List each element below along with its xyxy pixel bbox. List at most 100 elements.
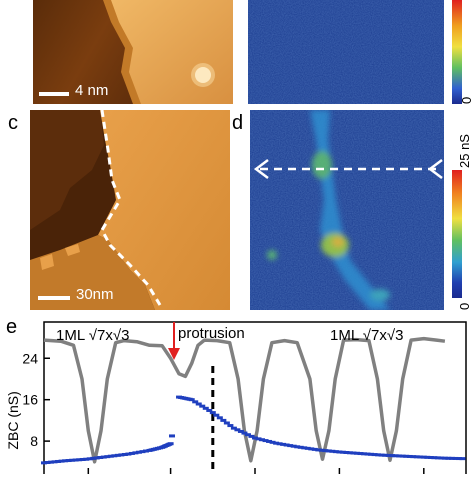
blue-marker <box>346 451 353 455</box>
blue-marker <box>371 453 378 457</box>
blue-marker <box>448 456 455 460</box>
blue-marker <box>427 456 434 460</box>
blue-marker <box>167 442 174 446</box>
blue-marker <box>216 416 223 420</box>
blue-marker <box>83 457 90 461</box>
blue-marker <box>114 453 121 457</box>
blue-marker <box>399 454 406 458</box>
blue-marker <box>41 461 47 465</box>
blue-marker <box>343 451 350 454</box>
blue-marker <box>353 451 360 455</box>
panel-d-image <box>250 110 444 310</box>
blue-marker <box>169 434 176 438</box>
blue-marker <box>434 456 441 460</box>
blue-marker <box>297 445 304 449</box>
blue-marker <box>132 451 139 455</box>
series-blue-markers <box>41 395 466 465</box>
y-tick-label: 8 <box>30 433 38 449</box>
blue-marker <box>382 453 389 457</box>
blue-marker <box>262 439 269 443</box>
colorbar-d <box>452 170 462 298</box>
panel-label-e: e <box>6 316 18 338</box>
blue-marker <box>125 452 132 456</box>
blue-marker <box>51 460 58 464</box>
blue-marker <box>329 449 336 453</box>
blue-marker <box>420 455 427 459</box>
blue-marker <box>410 455 417 459</box>
blue-marker <box>287 444 294 448</box>
panel-label-d: d <box>232 112 244 134</box>
blue-marker <box>255 437 262 441</box>
blue-marker <box>104 455 111 459</box>
blue-marker <box>97 456 104 460</box>
y-tick-label: 16 <box>22 392 38 408</box>
blue-marker <box>455 457 462 461</box>
blue-marker <box>445 456 452 460</box>
blue-marker <box>290 444 297 448</box>
series-gray-line <box>43 336 446 464</box>
annotation-protrusion: protrusion <box>178 325 245 342</box>
blue-marker <box>389 454 396 458</box>
panel-d-map <box>250 110 444 310</box>
annotation-left-phase: 1ML √7x√3 <box>56 327 129 344</box>
blue-marker <box>252 436 258 440</box>
blue-marker <box>336 450 343 454</box>
blue-marker <box>121 452 128 456</box>
blue-marker <box>413 455 420 459</box>
blue-marker <box>459 457 466 461</box>
blue-marker <box>76 458 83 462</box>
blue-marker <box>237 429 244 433</box>
plot-frame <box>43 321 467 479</box>
blue-marker <box>100 455 107 459</box>
panel-label-c: c <box>8 112 18 134</box>
blue-marker <box>396 454 403 458</box>
blue-marker <box>385 453 392 457</box>
blue-marker <box>128 451 135 455</box>
blue-marker <box>213 413 220 417</box>
blue-marker <box>72 458 79 462</box>
panel-e-chart: 8 16 24 ZBC (nS) 1ML √7x√3 protrusion 1ML √7x… <box>0 318 474 479</box>
blue-marker <box>259 438 266 442</box>
blue-marker <box>118 453 125 457</box>
blue-marker <box>325 449 332 453</box>
colorbar-d-min: 0 <box>457 302 472 310</box>
blue-marker <box>378 453 385 457</box>
blue-marker <box>403 454 410 458</box>
blue-marker <box>65 459 72 463</box>
blue-marker <box>280 442 287 446</box>
panel-a-topography: 4 nm <box>33 0 233 104</box>
blue-marker <box>244 433 251 437</box>
blue-marker <box>93 456 100 460</box>
blue-marker <box>368 452 375 456</box>
blue-marker <box>452 456 459 460</box>
y-tick-label: 24 <box>22 350 38 366</box>
blue-marker <box>230 426 237 430</box>
blue-marker <box>209 411 216 415</box>
panel-c-topography: 30nm <box>30 110 230 310</box>
scale-bar-c <box>38 296 70 300</box>
blue-marker <box>273 441 280 445</box>
blue-marker <box>90 456 97 460</box>
scale-bar-a <box>39 92 69 96</box>
arrow-head-right <box>427 159 443 179</box>
blue-marker <box>417 455 424 459</box>
blue-marker <box>318 448 325 452</box>
colorbar-d-max: 25 nS <box>457 134 472 168</box>
blue-marker <box>392 454 399 458</box>
blue-marker <box>86 457 93 461</box>
blue-marker <box>111 454 118 458</box>
blue-marker <box>188 398 195 402</box>
panel-c-image <box>30 110 230 310</box>
blue-marker <box>283 443 290 447</box>
scale-label-a: 4 nm <box>75 82 109 99</box>
blue-marker <box>192 400 199 404</box>
blue-marker <box>431 456 438 460</box>
blue-marker <box>322 449 329 453</box>
blue-marker <box>58 459 65 463</box>
blue-marker <box>311 447 318 451</box>
blue-marker <box>62 459 69 463</box>
blue-marker <box>206 408 213 412</box>
blue-marker <box>332 450 339 454</box>
blue-marker <box>55 459 62 463</box>
blue-marker <box>266 439 273 443</box>
